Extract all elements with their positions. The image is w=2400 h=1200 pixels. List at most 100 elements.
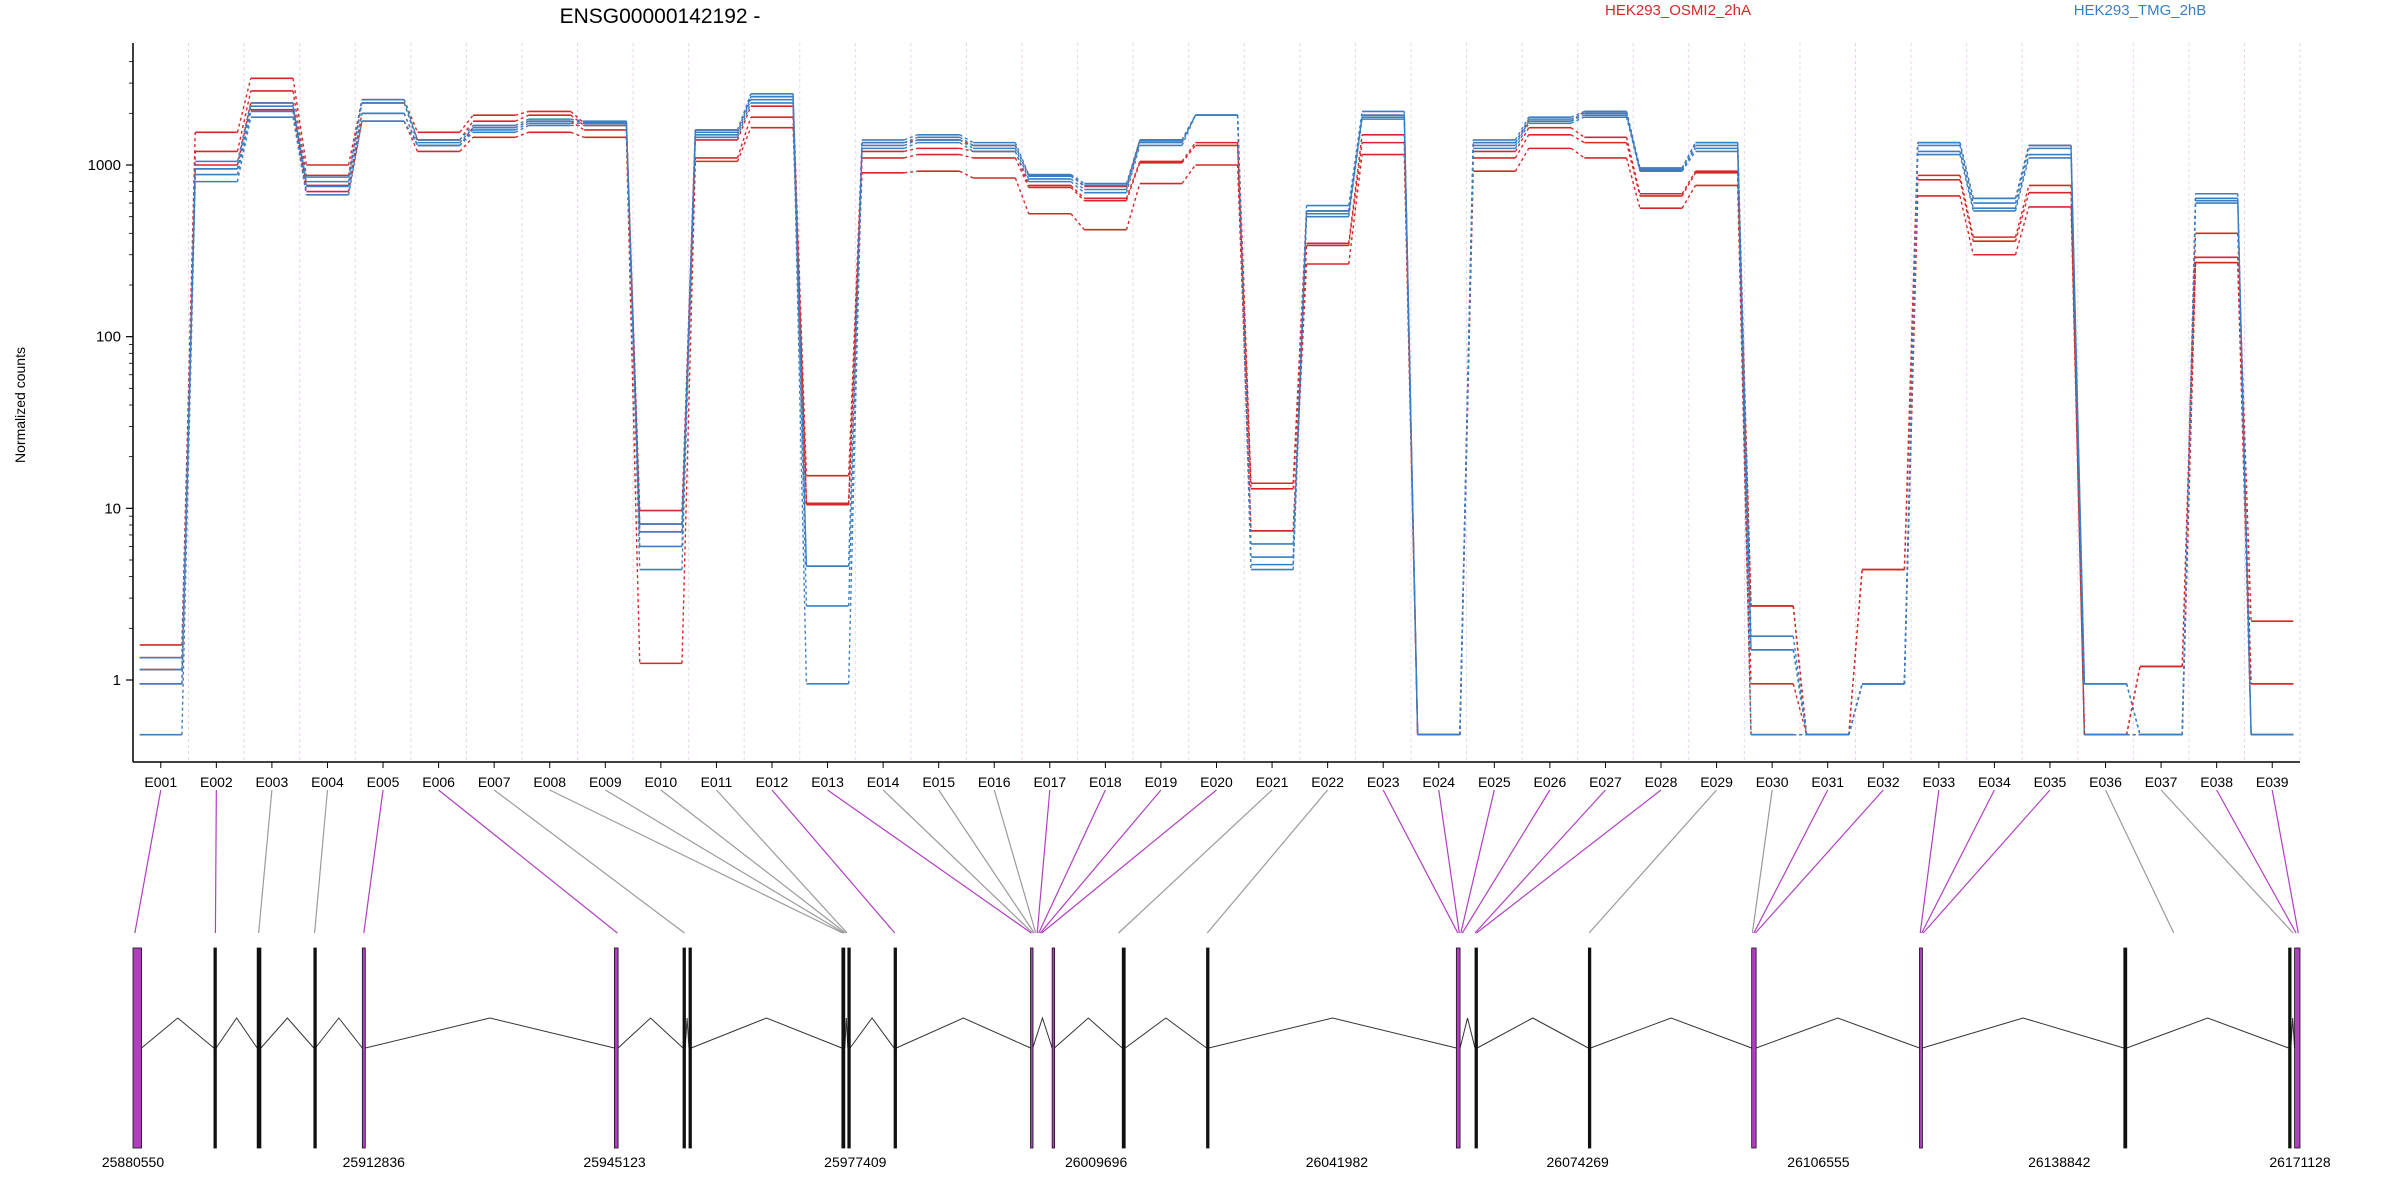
series-connector: [1070, 213, 1085, 231]
exon-connector-line: [1118, 789, 1273, 934]
series-connector: [1292, 263, 1308, 531]
exon-block: [682, 947, 686, 1149]
series-connector: [1070, 181, 1085, 194]
series-connector: [1959, 145, 1974, 204]
x-tick-label: E015: [922, 774, 955, 790]
exon-connector-line: [882, 789, 1034, 934]
x-tick-label: E011: [701, 774, 733, 790]
exon-connector-line: [1460, 789, 1495, 934]
exon-connector-line: [660, 789, 846, 934]
series-line: [139, 92, 2294, 736]
exon-block: [2288, 947, 2292, 1149]
series-connector: [236, 106, 252, 169]
series-connector: [847, 145, 863, 606]
exon-connector-line: [313, 789, 329, 934]
series-connector: [1681, 148, 1697, 171]
x-tick-label: E037: [2145, 774, 2178, 790]
series-connector: [292, 117, 308, 195]
exon-block: [132, 947, 142, 1149]
series-connector: [1792, 649, 1808, 735]
intron-chevron: [141, 1017, 215, 1049]
genomic-tick-label: 26041982: [1306, 1154, 1369, 1170]
series-connector: [1070, 178, 1085, 191]
intron-chevron: [365, 1017, 615, 1049]
exon-block: [256, 947, 262, 1149]
series-connector: [1736, 185, 1752, 735]
exon-connector-line: [938, 789, 1035, 934]
series-connector: [736, 93, 752, 131]
series-connector: [959, 170, 974, 179]
series-connector: [903, 134, 918, 141]
series-connector: [1792, 636, 1808, 735]
series-connector: [236, 117, 252, 182]
series-connector: [625, 137, 641, 664]
series-connector: [1959, 195, 1974, 255]
series-connector: [2237, 233, 2252, 622]
x-tick-label: E026: [1534, 774, 1567, 790]
exon-connector-line: [1588, 789, 1718, 934]
series-connector: [1848, 569, 1863, 735]
intron-chevron: [1124, 1017, 1207, 1049]
series-connector: [459, 120, 474, 141]
genomic-tick-label: 25977409: [824, 1154, 887, 1170]
series-connector: [292, 78, 308, 166]
series-connector: [1792, 683, 1808, 735]
exon-block: [688, 947, 692, 1149]
x-tick-label: E033: [1922, 774, 1955, 790]
axes: 1 10 100 1000 E001 E002 E003 E004 E005 E006 E007 E0…: [88, 43, 2300, 790]
x-tick-label: E031: [1811, 774, 1844, 790]
exon-connector-line: [604, 789, 845, 934]
series-connector: [904, 147, 918, 153]
series-line: [139, 77, 2294, 736]
exon-connector-line: [258, 789, 273, 934]
series-connector: [1681, 185, 1697, 209]
exon-block: [1030, 947, 1034, 1149]
series-connector: [1514, 122, 1530, 149]
series-connector: [959, 142, 974, 152]
series-connector: [847, 151, 863, 504]
series-connector: [514, 114, 529, 122]
series-connector: [1959, 151, 1974, 209]
exon-connector-line: [771, 789, 896, 934]
x-tick-label: E025: [1478, 774, 1511, 790]
series-connector: [1348, 142, 1363, 246]
series-connector: [736, 105, 752, 141]
series-connector: [1514, 116, 1530, 141]
series-connector: [1570, 116, 1585, 124]
chart-title: ENSG00000142192 -: [560, 5, 761, 28]
series-connector: [236, 90, 252, 152]
exon-connector-line: [549, 789, 843, 934]
series-connector: [959, 153, 974, 159]
series-connector: [1570, 134, 1585, 144]
intron-chevron: [896, 1017, 1031, 1049]
exon-block: [1919, 947, 1923, 1149]
exon-connectors: [134, 789, 2299, 934]
series-connector: [292, 90, 308, 176]
x-tick-label: E024: [1422, 774, 1455, 790]
x-tick-label: E006: [422, 774, 455, 790]
series-connector: [1514, 127, 1530, 152]
x-tick-label: E022: [1311, 774, 1344, 790]
gene-model: 25880550 25912836 25945123 25977409 26009696…: [102, 947, 2331, 1170]
series-connector: [1959, 175, 1974, 238]
series-connector: [1514, 134, 1530, 159]
series-connector: [792, 102, 808, 684]
series-connector: [1570, 114, 1585, 122]
x-tick-label: E013: [811, 774, 844, 790]
genomic-tick-label: 26009696: [1065, 1154, 1128, 1170]
series-connector: [515, 131, 529, 138]
exon-connector-line: [1474, 789, 1606, 934]
x-tick-label: E038: [2200, 774, 2233, 790]
intron-chevron: [1476, 1017, 1589, 1049]
intron-chevron: [2126, 1017, 2289, 1049]
intron-chevron: [1459, 1017, 1476, 1049]
series-connector: [514, 122, 529, 131]
intron-chevron: [1054, 1017, 1123, 1049]
intron-chevron: [1032, 1016, 1053, 1049]
series-connector: [347, 102, 363, 182]
labels: ENSG00000142192 - HEK293_OSMI2_2hA HEK29…: [12, 2, 2206, 463]
exon-block: [1455, 947, 1461, 1149]
exon-connector-line: [493, 789, 685, 934]
exon-connector-line: [827, 789, 1032, 934]
exon-connector-line: [1919, 789, 1940, 934]
